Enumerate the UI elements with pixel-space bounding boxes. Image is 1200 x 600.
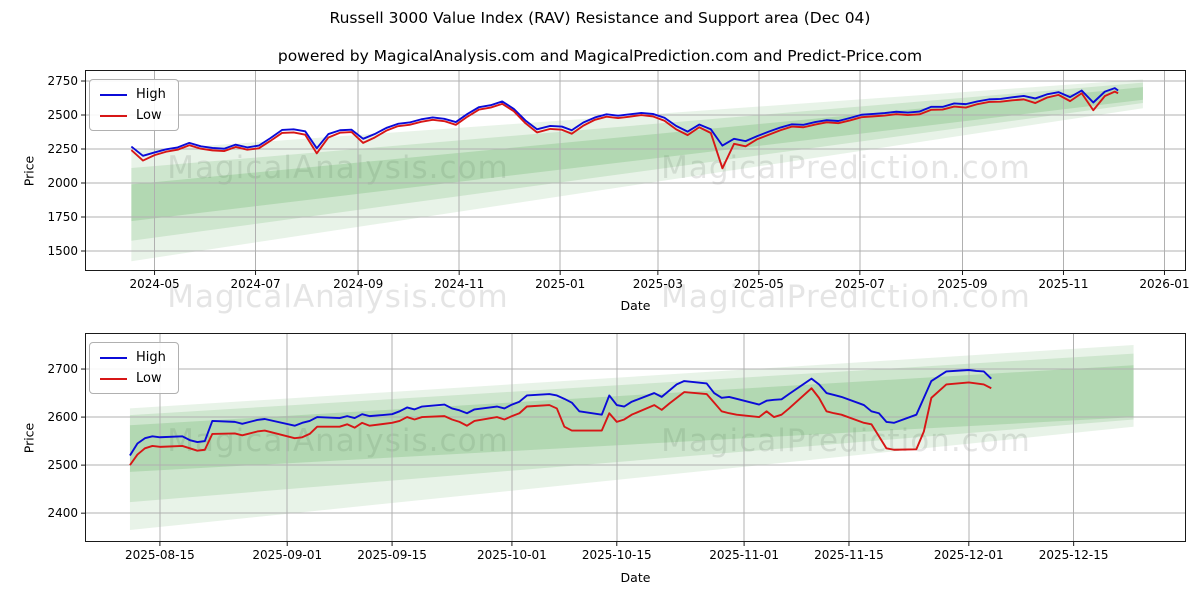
axes-border xyxy=(85,70,1186,271)
top-legend: High Low xyxy=(89,79,179,131)
y-tick-label: 2700 xyxy=(47,362,78,377)
x-tick-label: 2025-09-01 xyxy=(252,548,323,562)
y-tick-label: 2000 xyxy=(47,176,78,190)
top-chart-plot-area: Price High Low 2024-05 2024-07 2024-09 2024… xyxy=(22,70,1190,313)
y-tick-label: 2250 xyxy=(47,142,78,156)
x-tick-label: 2026-01 xyxy=(1139,277,1190,291)
bottom-y-axis-label: Price xyxy=(21,422,37,453)
x-tick-label: 2025-01 xyxy=(535,277,586,291)
high-price-line xyxy=(130,87,1119,157)
low-line-swatch xyxy=(100,114,127,117)
high-line-swatch xyxy=(100,93,127,96)
x-tick-label: 2025-12-15 xyxy=(1038,548,1109,562)
watermark-analysis-mid: MagicalAnalysis.com xyxy=(167,279,509,315)
low-price-line xyxy=(130,90,1119,170)
x-tick-label: 2024-05 xyxy=(129,277,180,291)
x-tick-label: 2025-11-15 xyxy=(814,548,884,562)
y-tick-label: 2500 xyxy=(47,108,78,122)
watermark-analysis-top: MagicalAnalysis.com xyxy=(167,150,509,186)
chart-canvas xyxy=(81,333,1186,546)
axes-border xyxy=(85,333,1186,542)
legend-item-low: Low xyxy=(100,109,166,122)
watermark-analysis-bottom: MagicalAnalysis.com xyxy=(167,423,509,459)
y-tick-label: 1500 xyxy=(47,244,78,258)
x-tick-label: 2025-09-15 xyxy=(357,548,427,562)
x-tick-label: 2024-11 xyxy=(434,277,485,291)
x-tick-label: 2025-07 xyxy=(834,277,885,291)
x-axis-label: Date xyxy=(620,570,651,585)
support-resistance-band xyxy=(131,82,1143,241)
legend-item-high: High xyxy=(100,351,166,364)
chart-canvas xyxy=(81,70,1186,275)
y-tick-label: 2400 xyxy=(47,506,78,521)
legend-item-low: Low xyxy=(100,372,166,385)
support-resistance-band xyxy=(129,345,1134,530)
y-tick-label: 1750 xyxy=(47,210,78,224)
bottom-chart-plot-area: Price High Low 2025-08-15 2025-09-01 2025-… xyxy=(22,333,1186,585)
support-resistance-band xyxy=(131,87,1143,222)
legend-label-high: High xyxy=(136,87,166,102)
x-tick-label: 2024-09 xyxy=(333,277,384,291)
watermark-prediction-mid: MagicalPrediction.com xyxy=(661,279,1031,315)
low-price-line xyxy=(129,381,992,466)
support-resistance-band xyxy=(129,365,1134,472)
y-tick-label: 2500 xyxy=(47,458,78,473)
x-tick-label: 2025-10-01 xyxy=(477,548,547,562)
x-tick-label: 2025-11-01 xyxy=(709,548,779,562)
x-tick-label: 2025-05 xyxy=(733,277,784,291)
chart-title: Russell 3000 Value Index (RAV) Resistanc… xyxy=(329,9,871,27)
x-tick-label: 2024-07 xyxy=(230,277,281,291)
bottom-legend: High Low xyxy=(89,342,179,394)
low-line-swatch xyxy=(100,377,127,380)
legend-label-low: Low xyxy=(136,108,162,123)
legend-item-high: High xyxy=(100,88,166,101)
x-tick-label: 2025-10-15 xyxy=(581,548,652,562)
x-tick-label: 2025-08-15 xyxy=(125,548,195,562)
top-y-axis-label: Price xyxy=(21,155,37,186)
y-tick-label: 2600 xyxy=(47,410,78,425)
legend-label-high: High xyxy=(136,350,166,365)
legend-label-low: Low xyxy=(136,371,162,386)
x-tick-label: 2025-12-01 xyxy=(933,548,1004,562)
chart-subtitle: powered by MagicalAnalysis.com and Magic… xyxy=(277,47,923,65)
x-tick-label: 2025-03 xyxy=(632,277,683,291)
high-line-swatch xyxy=(100,356,127,359)
high-price-line xyxy=(129,369,992,457)
support-resistance-band xyxy=(131,79,1143,262)
x-axis-label: Date xyxy=(620,298,651,313)
x-tick-label: 2025-11 xyxy=(1038,277,1089,291)
y-tick-label: 2750 xyxy=(47,74,78,88)
x-tick-label: 2025-09 xyxy=(937,277,988,291)
